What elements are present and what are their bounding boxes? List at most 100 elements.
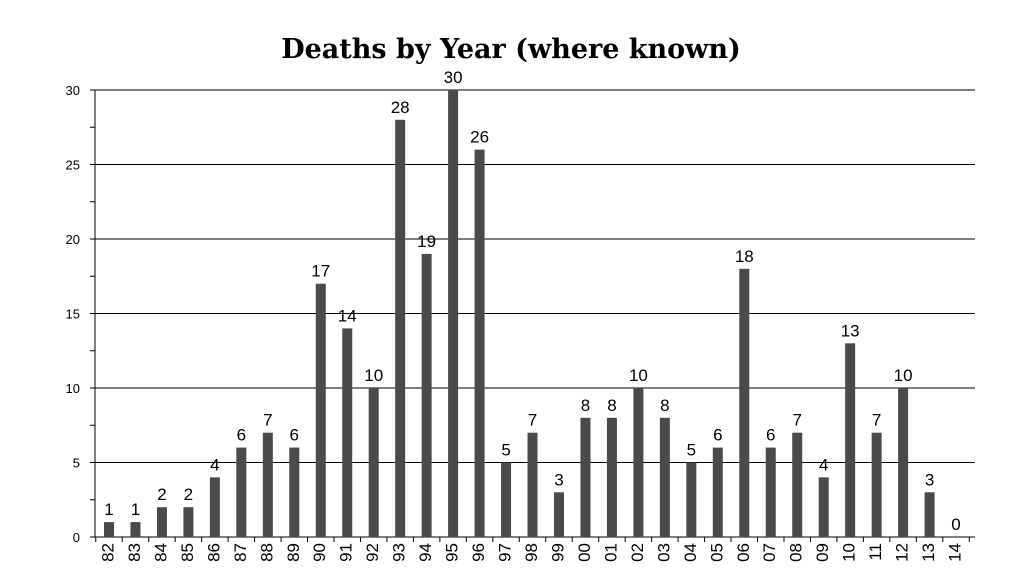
x-tick-label: 95 <box>443 543 462 562</box>
x-tick-label: 05 <box>707 543 726 562</box>
bar <box>633 388 644 537</box>
data-label: 7 <box>792 411 801 430</box>
y-tick-label: 10 <box>66 381 80 396</box>
bar <box>792 432 803 537</box>
bar <box>448 90 459 537</box>
x-tick-label: 07 <box>760 543 779 562</box>
x-tick-label: 97 <box>496 543 515 562</box>
bar <box>818 477 829 537</box>
bar <box>262 432 273 537</box>
bar <box>845 343 856 537</box>
y-tick-label: 20 <box>66 232 80 247</box>
bar <box>580 417 591 537</box>
bar <box>289 447 300 537</box>
x-tick-label: 90 <box>310 543 329 562</box>
bar <box>209 477 220 537</box>
x-tick-label: 14 <box>946 543 965 562</box>
bar <box>236 447 247 537</box>
gridlines <box>95 89 975 463</box>
bars <box>104 90 935 538</box>
x-tick-label: 89 <box>284 543 303 562</box>
bar <box>553 492 564 537</box>
bar <box>421 253 432 537</box>
x-tick-label: 85 <box>178 543 197 562</box>
x-tick-label: 99 <box>548 543 567 562</box>
data-label: 3 <box>925 470 934 489</box>
x-tick-label: 94 <box>416 543 435 562</box>
data-label: 2 <box>184 485 193 504</box>
x-tick-label: 93 <box>390 543 409 562</box>
y-tick-label: 15 <box>66 307 80 322</box>
x-tick-label: 83 <box>125 543 144 562</box>
x-tick-label: 00 <box>575 543 594 562</box>
x-tick-label: 91 <box>337 543 356 562</box>
data-label: 13 <box>841 321 860 340</box>
x-tick-label: 84 <box>151 543 170 562</box>
x-tick-label: 92 <box>363 543 382 562</box>
bar <box>924 492 935 537</box>
x-tick-label: 04 <box>681 543 700 562</box>
x-tick-label: 87 <box>231 543 250 562</box>
data-label: 17 <box>311 262 330 281</box>
data-label: 1 <box>104 500 113 519</box>
data-label: 10 <box>364 366 383 385</box>
x-tick-labels: 82 83 84 85 86 87 88 89 90 91 92 93 94 95 96 97 98 99 00 01… <box>98 543 964 562</box>
bar <box>871 432 882 537</box>
data-label: 8 <box>660 396 669 415</box>
y-tick-label: 0 <box>73 530 80 545</box>
x-tick-label: 06 <box>734 543 753 562</box>
bar <box>606 417 617 537</box>
data-label: 19 <box>417 232 436 251</box>
bar <box>527 432 538 537</box>
bar <box>659 417 670 537</box>
y-tick-label: 25 <box>66 158 80 173</box>
data-label: 7 <box>528 411 537 430</box>
bar <box>686 462 697 537</box>
data-label: 6 <box>237 426 246 445</box>
bar <box>156 507 167 537</box>
data-label: 10 <box>629 366 648 385</box>
x-tick-label: 13 <box>919 543 938 562</box>
x-tick-label: 01 <box>601 543 620 562</box>
data-label: 1 <box>131 500 140 519</box>
x-tick-label: 09 <box>813 543 832 562</box>
bar <box>474 149 485 537</box>
data-label: 28 <box>391 98 410 117</box>
data-label: 7 <box>263 411 272 430</box>
data-label: 6 <box>713 426 722 445</box>
x-tick-label: 02 <box>628 543 647 562</box>
bar <box>501 462 512 537</box>
chart-title: Deaths by Year (where known) <box>281 34 741 65</box>
data-label: 5 <box>501 441 510 460</box>
data-label: 5 <box>687 441 696 460</box>
bar <box>342 328 353 537</box>
data-label: 14 <box>338 306 357 325</box>
y-tick-label: 5 <box>73 456 80 471</box>
bar <box>712 447 723 537</box>
x-tick-label: 03 <box>654 543 673 562</box>
data-label: 8 <box>581 396 590 415</box>
x-tick-label: 82 <box>98 543 117 562</box>
bar <box>395 119 406 538</box>
y-tick-label: 30 <box>66 83 80 98</box>
data-label: 7 <box>872 411 881 430</box>
data-label: 4 <box>210 455 219 474</box>
x-tick-label: 10 <box>840 543 859 562</box>
x-tick-label: 08 <box>787 543 806 562</box>
bar <box>898 388 909 537</box>
bar <box>315 283 326 537</box>
data-label: 8 <box>607 396 616 415</box>
bar <box>183 507 194 537</box>
data-label: 4 <box>819 455 828 474</box>
data-label: 6 <box>766 426 775 445</box>
bar <box>104 522 114 537</box>
bar <box>368 388 379 537</box>
bar <box>765 447 776 537</box>
data-label: 6 <box>290 426 299 445</box>
x-tick-label: 96 <box>469 543 488 562</box>
bar <box>130 522 141 537</box>
x-tick-label: 88 <box>257 543 276 562</box>
x-tick-label: 11 <box>866 543 885 561</box>
